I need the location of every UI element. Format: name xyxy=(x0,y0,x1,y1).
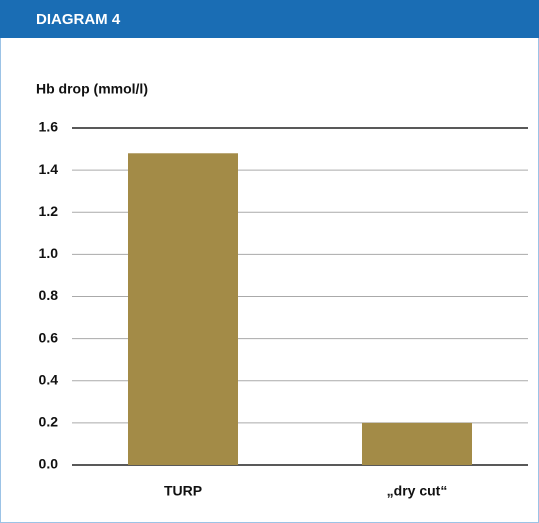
y-tick-label: 1.0 xyxy=(39,245,59,261)
bar xyxy=(128,153,238,465)
x-tick-label: „dry cut“ xyxy=(387,483,448,499)
x-tick-label: TURP xyxy=(164,483,202,499)
y-tick-label: 1.6 xyxy=(39,119,59,135)
header-bar xyxy=(0,0,539,38)
y-tick-label: 0.2 xyxy=(39,414,59,430)
y-axis-label: Hb drop (mmol/l) xyxy=(36,81,148,97)
bar xyxy=(362,422,472,465)
header-title: DIAGRAM 4 xyxy=(36,11,121,28)
y-tick-label: 1.2 xyxy=(39,203,59,219)
y-tick-label: 0.8 xyxy=(39,287,59,303)
y-tick-label: 1.4 xyxy=(39,161,59,177)
y-tick-label: 0.4 xyxy=(39,371,59,387)
y-tick-label: 0.0 xyxy=(39,456,59,472)
y-tick-label: 0.6 xyxy=(39,329,59,345)
